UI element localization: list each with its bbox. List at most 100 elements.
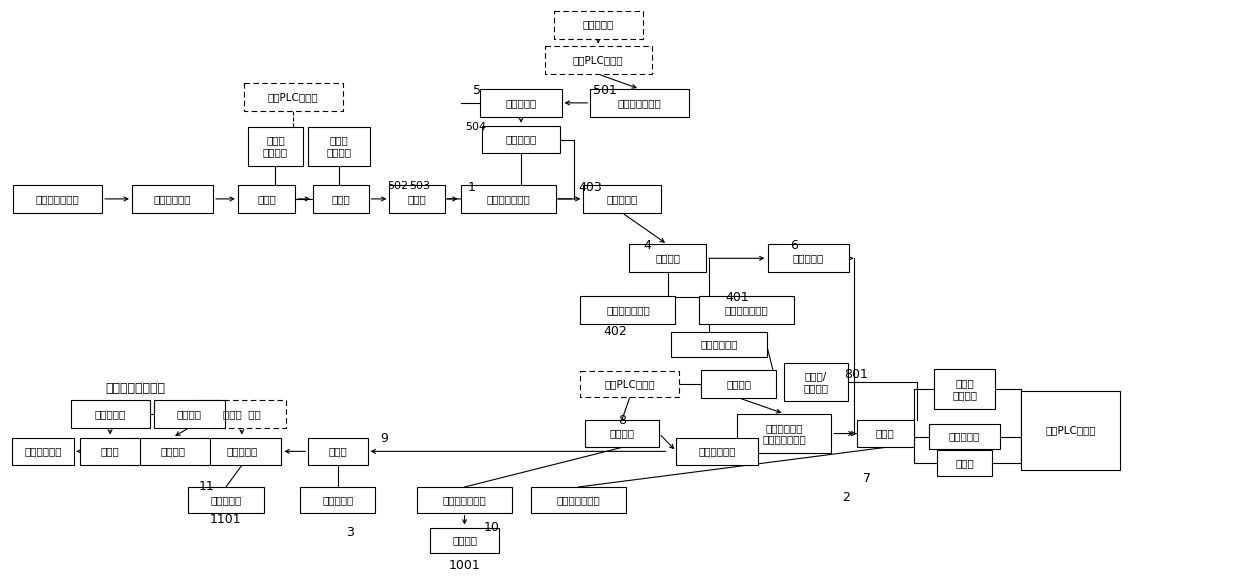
Bar xyxy=(417,487,512,513)
Text: 6: 6 xyxy=(790,239,799,252)
Bar xyxy=(154,400,224,428)
Text: 第三PLC控制器: 第三PLC控制器 xyxy=(1045,425,1096,436)
Bar xyxy=(430,528,500,553)
Text: 切割机输小车: 切割机输小车 xyxy=(698,446,735,457)
Bar xyxy=(544,46,652,74)
Bar xyxy=(309,127,370,166)
Bar xyxy=(590,89,689,117)
Text: 电流检
测传感器: 电流检 测传感器 xyxy=(326,136,351,157)
Bar xyxy=(12,438,73,465)
Text: 搅拌机: 搅拌机 xyxy=(875,428,895,439)
Text: 第一PLC控制器: 第一PLC控制器 xyxy=(268,92,319,102)
Bar xyxy=(580,371,680,397)
Text: 翻转吊机: 翻转吊机 xyxy=(727,379,751,389)
Text: 切割机组: 切割机组 xyxy=(610,428,635,439)
Bar xyxy=(629,244,706,272)
Text: 2: 2 xyxy=(842,491,849,505)
Text: 红外激/
光传感器: 红外激/ 光传感器 xyxy=(804,371,828,393)
Bar xyxy=(14,185,102,213)
Text: 料浆密度计算仪: 料浆密度计算仪 xyxy=(486,194,529,204)
Bar xyxy=(857,420,914,447)
Bar xyxy=(248,127,304,166)
Text: 空模具回程道: 空模具回程道 xyxy=(701,339,738,350)
Text: 402: 402 xyxy=(603,325,627,338)
Text: 其它原料罐: 其它原料罐 xyxy=(506,98,537,108)
Text: 分垛吊机: 分垛吊机 xyxy=(177,409,202,418)
Text: 第一液位传感器: 第一液位传感器 xyxy=(606,305,650,315)
Text: 滤浆泵: 滤浆泵 xyxy=(408,194,427,204)
Bar xyxy=(202,438,281,465)
Bar xyxy=(677,438,758,465)
Text: 501: 501 xyxy=(593,83,618,97)
Bar xyxy=(131,185,213,213)
Text: 胚体硬度检测仪: 胚体硬度检测仪 xyxy=(557,495,600,505)
Bar xyxy=(531,487,626,513)
Text: 产品检测龙门架: 产品检测龙门架 xyxy=(443,495,486,505)
Text: 第一温
度传感器: 第一温 度传感器 xyxy=(263,136,288,157)
Text: 11: 11 xyxy=(198,480,215,492)
Text: 转速传感器: 转速传感器 xyxy=(949,432,980,442)
Bar xyxy=(309,438,367,465)
Text: 801: 801 xyxy=(843,368,868,381)
Bar xyxy=(389,185,445,213)
Bar xyxy=(238,185,295,213)
Text: 第四PLC控制器: 第四PLC控制器 xyxy=(605,379,655,389)
Text: 回程轨道: 回程轨道 xyxy=(160,446,185,457)
Bar xyxy=(1021,391,1120,470)
Text: 球磨机: 球磨机 xyxy=(257,194,277,204)
Text: 7: 7 xyxy=(863,472,872,484)
Text: 过滤池: 过滤池 xyxy=(331,194,350,204)
Text: 蒸养车  坯体: 蒸养车 坯体 xyxy=(223,409,260,418)
Bar xyxy=(312,185,368,213)
Bar xyxy=(738,414,831,453)
Bar xyxy=(768,244,848,272)
Text: 第一称重传感器: 第一称重传感器 xyxy=(725,305,769,315)
Bar xyxy=(188,487,264,513)
Text: 第二温
度传感器: 第二温 度传感器 xyxy=(952,378,977,400)
Text: 第一阀门组: 第一阀门组 xyxy=(606,194,637,204)
Text: 504: 504 xyxy=(465,121,486,132)
Bar xyxy=(672,332,766,357)
Text: 3: 3 xyxy=(346,526,353,539)
Text: 1101: 1101 xyxy=(210,513,242,526)
Text: 8: 8 xyxy=(618,414,626,427)
Bar xyxy=(784,363,848,401)
Bar xyxy=(480,89,562,117)
Text: 5: 5 xyxy=(474,83,481,97)
Text: 计时器: 计时器 xyxy=(955,458,973,468)
Bar xyxy=(583,185,661,213)
Text: 502: 502 xyxy=(388,181,409,191)
Bar xyxy=(934,369,996,409)
Text: 4: 4 xyxy=(644,239,652,252)
Text: 1: 1 xyxy=(467,180,475,194)
Text: 螺旋输送机: 螺旋输送机 xyxy=(792,253,823,264)
Text: 自动打包设备: 自动打包设备 xyxy=(24,446,62,457)
Bar xyxy=(482,125,559,153)
Bar xyxy=(135,438,210,465)
Text: 分拣机器人: 分拣机器人 xyxy=(94,409,125,418)
Text: 砗石原料储存罐: 砗石原料储存罐 xyxy=(36,194,79,204)
Text: 载有模具的用
于浇筑的模具车: 载有模具的用 于浇筑的模具车 xyxy=(763,423,806,444)
Text: 401: 401 xyxy=(725,291,749,305)
Text: 第一上位机: 第一上位机 xyxy=(583,20,614,29)
Bar xyxy=(585,420,660,447)
Text: 蒸压釜: 蒸压釜 xyxy=(329,446,347,457)
Bar xyxy=(71,400,150,428)
Bar xyxy=(580,296,676,324)
Text: 503: 503 xyxy=(409,181,430,191)
Bar xyxy=(554,11,642,39)
Bar xyxy=(701,370,776,398)
Text: 工业相机: 工业相机 xyxy=(453,535,477,546)
Bar xyxy=(699,296,795,324)
Bar xyxy=(300,487,376,513)
Text: 包装线: 包装线 xyxy=(100,446,119,457)
Text: 10: 10 xyxy=(484,521,500,534)
Bar xyxy=(929,424,1001,449)
Bar xyxy=(244,83,342,111)
Text: 污水收集器: 污水收集器 xyxy=(322,495,353,505)
Text: 料浆储罐: 料浆储罐 xyxy=(655,253,680,264)
Text: 第二PLC控制器: 第二PLC控制器 xyxy=(573,55,624,65)
Bar xyxy=(460,185,556,213)
Text: 红外传感器: 红外传感器 xyxy=(211,495,242,505)
Text: 出釜摆渡车: 出釜摆渡车 xyxy=(226,446,258,457)
